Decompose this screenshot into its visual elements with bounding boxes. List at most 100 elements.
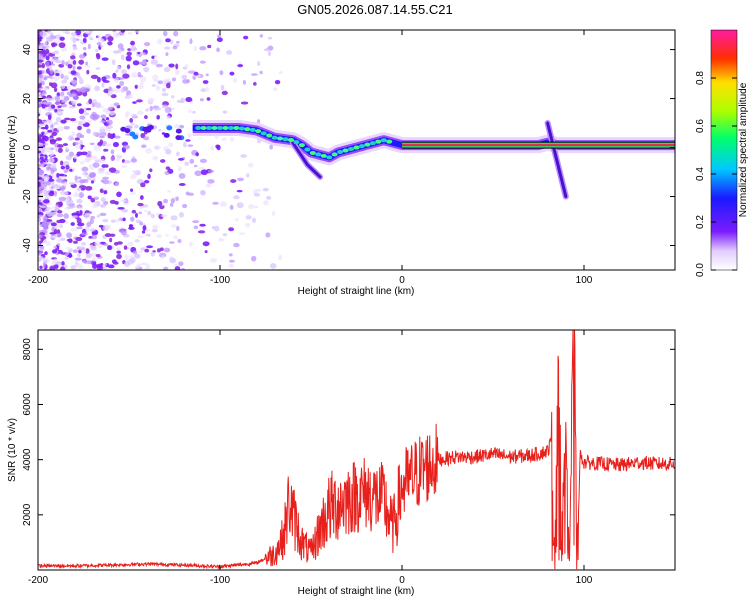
ridge-node — [244, 127, 251, 132]
ridge-node — [331, 152, 338, 157]
spectral-speckle — [114, 218, 122, 223]
spectral-speckle — [112, 141, 120, 148]
spectral-speckle — [205, 73, 209, 77]
spectral-speckle — [172, 45, 178, 50]
spectral-speckle — [97, 34, 101, 40]
spectral-speckle — [132, 47, 138, 51]
spectral-speckle — [142, 225, 147, 231]
spectral-speckle — [134, 239, 140, 243]
spectral-speckle — [107, 245, 112, 251]
spectral-speckle — [165, 166, 171, 170]
spectral-speckle — [96, 263, 103, 268]
ridge-node — [386, 139, 393, 144]
spectral-speckle — [100, 114, 107, 119]
spectral-speckle — [126, 241, 134, 247]
spectral-speckle — [120, 30, 126, 33]
spectral-speckle — [61, 59, 65, 66]
spectral-speckle — [121, 69, 127, 75]
spectral-speckle — [99, 120, 106, 123]
spectral-speckle — [229, 204, 234, 210]
spectral-speckle — [64, 252, 69, 257]
spectral-speckle — [107, 264, 115, 269]
spectral-speckle — [100, 203, 107, 208]
spectral-speckle — [278, 70, 283, 75]
spectral-speckle — [42, 216, 48, 222]
spectral-speckle — [113, 102, 120, 107]
ridge-node — [211, 125, 218, 130]
spectral-speckle — [93, 145, 101, 152]
spectral-speckle — [81, 151, 88, 156]
spectral-speckle — [80, 41, 85, 45]
spectral-speckle — [38, 99, 42, 103]
spectral-speckle — [243, 35, 249, 40]
spectral-speckle — [85, 248, 90, 254]
spectral-speckle — [56, 126, 64, 132]
spectral-speckle — [178, 183, 186, 186]
spectral-speckle — [228, 253, 233, 257]
spectral-speckle — [58, 69, 63, 75]
frequency-ridge — [192, 119, 675, 200]
spectral-speckle — [81, 166, 89, 172]
spectral-speckle — [135, 30, 141, 34]
spectral-speckle — [102, 179, 109, 185]
spectral-speckle — [82, 37, 87, 44]
spectral-speckle — [38, 226, 41, 231]
spectral-speckle — [45, 61, 50, 68]
spectral-speckle — [58, 196, 66, 202]
spectral-speckle — [63, 169, 69, 174]
spectral-speckle — [161, 87, 167, 92]
spectral-speckle — [87, 43, 91, 50]
ridge-node — [304, 147, 311, 152]
spectral-speckle — [219, 70, 224, 76]
spectral-speckle — [74, 175, 78, 182]
spectral-speckle — [130, 40, 135, 46]
spectral-speckle — [70, 228, 77, 232]
spectral-speckle — [84, 65, 91, 68]
spectral-speckle — [78, 246, 85, 249]
spectral-speckle — [103, 243, 108, 247]
spectral-speckle — [86, 128, 91, 134]
spectral-speckle — [76, 198, 83, 204]
spectral-speckle — [150, 59, 159, 65]
spectral-speckle — [169, 241, 175, 244]
spectral-speckle — [38, 133, 41, 136]
spectral-speckle — [66, 205, 74, 209]
spectral-speckle — [237, 64, 244, 68]
spectral-speckle — [49, 69, 54, 75]
spectral-speckle — [55, 59, 62, 64]
spectral-speckle — [139, 195, 144, 200]
spectral-speckle — [71, 92, 77, 98]
spectral-speckle — [66, 232, 73, 239]
spectral-speckle — [63, 213, 69, 219]
x-tick-label: -200 — [28, 275, 48, 286]
spectral-speckle — [236, 202, 244, 209]
spectral-speckle — [78, 59, 85, 65]
spectral-speckle — [54, 102, 61, 105]
spectral-speckle — [90, 216, 96, 220]
spectral-speckle — [182, 141, 187, 148]
spectral-speckle — [131, 72, 138, 78]
spectral-speckle — [259, 70, 263, 75]
spectral-speckle — [72, 59, 77, 65]
spectral-speckle — [184, 161, 190, 166]
spectral-speckle — [80, 119, 87, 125]
spectral-speckle — [174, 266, 181, 270]
spectral-speckle — [130, 188, 134, 192]
spectral-speckle — [181, 74, 188, 80]
spectral-speckle — [199, 46, 207, 51]
spectral-speckle — [76, 226, 83, 230]
colorbar-tick-label: 0.8 — [695, 71, 706, 85]
bottom-y-axis-label: SNR (10 * v/v) — [7, 418, 18, 482]
spectral-speckle — [240, 101, 249, 105]
spectral-speckle — [123, 160, 131, 164]
spectral-speckle — [112, 72, 117, 79]
spectral-speckle — [248, 204, 254, 209]
spectral-speckle — [110, 149, 115, 155]
spectral-speckle — [52, 205, 56, 211]
spectral-speckle — [155, 63, 163, 68]
spectral-speckle — [41, 69, 47, 75]
spectral-speckle — [202, 241, 210, 247]
spectral-speckle — [45, 196, 52, 199]
spectral-speckle — [146, 245, 154, 249]
